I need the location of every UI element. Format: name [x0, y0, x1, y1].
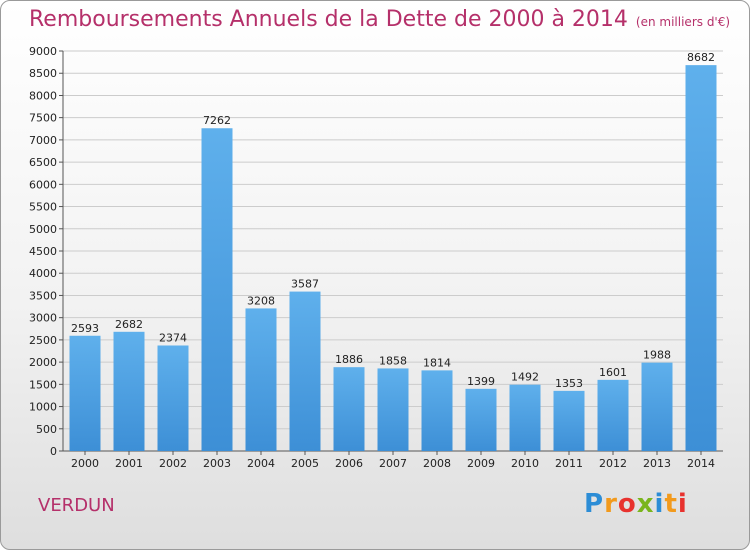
data-label-2005: 3587 — [291, 278, 319, 291]
logo-letter: i — [654, 489, 665, 519]
bar-2013 — [641, 362, 673, 451]
bar-2012 — [597, 379, 629, 451]
logo-letter: t — [664, 489, 678, 519]
y-tick-label: 5000 — [29, 223, 57, 236]
bar-2007 — [377, 368, 409, 451]
y-tick-label: 1000 — [29, 401, 57, 414]
bar-2001 — [113, 331, 145, 451]
data-label-2010: 1492 — [511, 371, 539, 384]
x-tick-label-2011: 2011 — [555, 457, 583, 470]
bar-2014 — [685, 65, 717, 451]
y-tick-label: 0 — [50, 445, 57, 458]
data-label-2007: 1858 — [379, 354, 407, 367]
x-tick-label-2008: 2008 — [423, 457, 451, 470]
data-label-2008: 1814 — [423, 356, 451, 369]
x-axis-labels: 2000 2001 2002 2003 2004 2005 2006 2007 2008 2009… — [71, 451, 715, 470]
y-tick-label: 5500 — [29, 201, 57, 214]
data-label-2014: 8682 — [687, 51, 715, 64]
y-tick-label: 2000 — [29, 356, 57, 369]
bar-2010 — [509, 384, 541, 451]
bar-2002 — [157, 345, 189, 451]
data-label-2001: 2682 — [115, 318, 143, 331]
y-tick-label: 9000 — [29, 45, 57, 58]
bar-2011 — [553, 390, 585, 451]
x-tick-label-2005: 2005 — [291, 457, 319, 470]
x-tick-label-2007: 2007 — [379, 457, 407, 470]
logo-letter: o — [617, 489, 637, 519]
y-tick-label: 2500 — [29, 334, 57, 347]
y-tick-label: 500 — [36, 423, 57, 436]
y-tick-label: 8000 — [29, 89, 57, 102]
y-tick-label: 7000 — [29, 134, 57, 147]
x-tick-label-2013: 2013 — [643, 457, 671, 470]
x-tick-label-2006: 2006 — [335, 457, 363, 470]
data-label-2013: 1988 — [643, 349, 671, 362]
data-label-2011: 1353 — [555, 377, 583, 390]
x-tick-label-2003: 2003 — [203, 457, 231, 470]
proxiti-logo: Proxiti — [584, 489, 688, 519]
x-tick-label-2004: 2004 — [247, 457, 275, 470]
logo-letter: P — [584, 489, 605, 519]
title-text: Remboursements Annuels de la Dette de 20… — [29, 7, 628, 32]
x-tick-label-2009: 2009 — [467, 457, 495, 470]
y-tick-label: 7500 — [29, 112, 57, 125]
bar-2003 — [201, 128, 233, 451]
y-tick-label: 3500 — [29, 289, 57, 302]
commune-name: VERDUN — [38, 495, 115, 516]
y-tick-label: 4500 — [29, 245, 57, 258]
unit-note: (en milliers d'€) — [635, 15, 731, 29]
bar-2006 — [333, 367, 365, 451]
chart-title: Remboursements Annuels de la Dette de 20… — [29, 7, 730, 32]
bar-2005 — [289, 291, 321, 451]
bars: 2593 2682 2374 7262 3208 3587 1886 1858 1814 1399… — [69, 51, 717, 451]
y-tick-label: 3000 — [29, 312, 57, 325]
y-tick-label: 6000 — [29, 178, 57, 191]
data-label-2000: 2593 — [71, 322, 99, 335]
x-tick-label-2014: 2014 — [687, 457, 715, 470]
bar-2008 — [421, 370, 453, 451]
data-label-2009: 1399 — [467, 375, 495, 388]
x-tick-label-2000: 2000 — [71, 457, 99, 470]
x-tick-label-2001: 2001 — [115, 457, 143, 470]
x-tick-label-2012: 2012 — [599, 457, 627, 470]
bar-2000 — [69, 335, 101, 451]
data-label-2004: 3208 — [247, 294, 275, 307]
logo-letter: x — [636, 489, 655, 519]
logo-letter: i — [677, 489, 688, 519]
x-tick-label-2010: 2010 — [511, 457, 539, 470]
y-tick-label: 6500 — [29, 156, 57, 169]
data-label-2002: 2374 — [159, 331, 187, 344]
y-tick-label: 4000 — [29, 267, 57, 280]
logo-letter: r — [604, 489, 618, 519]
data-label-2006: 1886 — [335, 353, 363, 366]
y-tick-label: 1500 — [29, 378, 57, 391]
data-label-2012: 1601 — [599, 366, 627, 379]
bar-2009 — [465, 388, 497, 451]
data-label-2003: 7262 — [203, 114, 231, 127]
y-tick-label: 8500 — [29, 67, 57, 80]
x-tick-label-2002: 2002 — [159, 457, 187, 470]
bar-2004 — [245, 308, 277, 451]
